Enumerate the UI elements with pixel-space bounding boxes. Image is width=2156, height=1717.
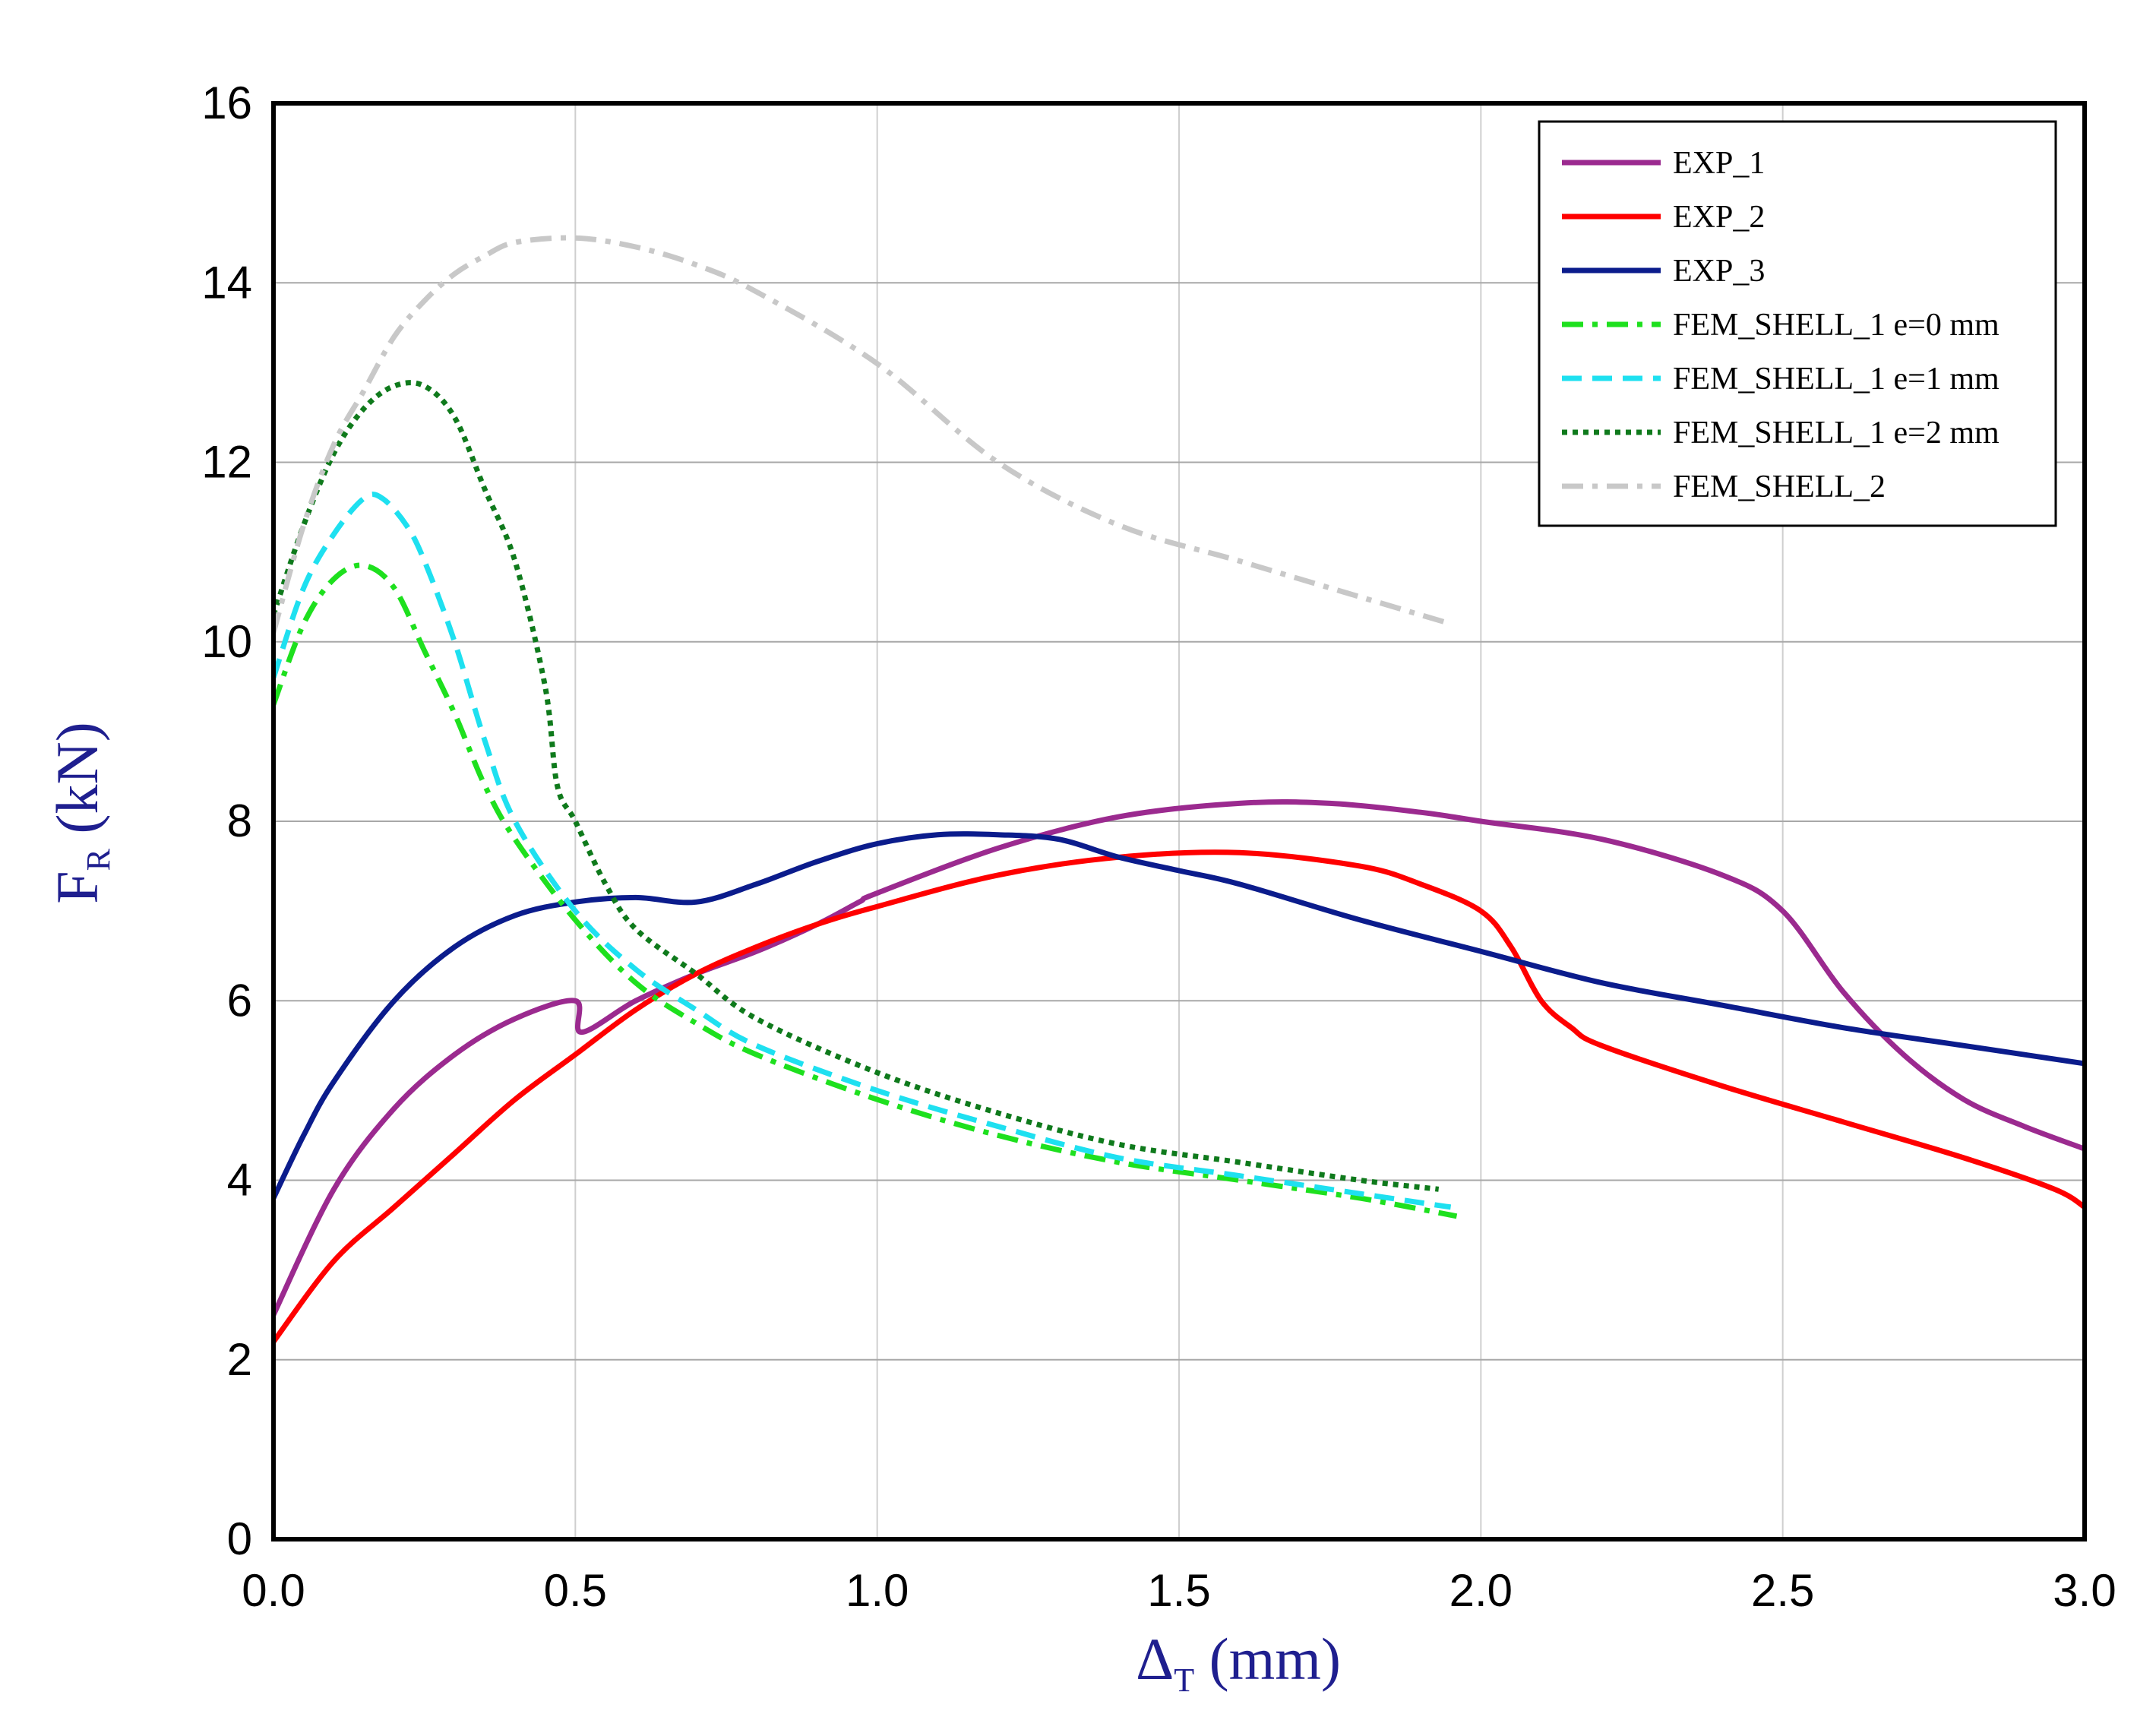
series-line-fem-shell-1-e-1-mm <box>270 492 1452 1210</box>
x-tick-label: 0.0 <box>242 1565 305 1616</box>
y-tick-label: 10 <box>201 616 252 667</box>
series-line-fem-shell-1-e-2-mm <box>270 380 1440 1192</box>
x-tick-label: 1.5 <box>1147 1565 1210 1616</box>
legend-label-fem-shell-1-e-0-mm: FEM_SHELL_1 e=0 mm <box>1673 308 2000 343</box>
series-group <box>270 235 2086 1344</box>
y-tick-label: 14 <box>201 257 252 308</box>
y-tick-label: 6 <box>227 975 252 1026</box>
legend-label-exp-2: EXP_2 <box>1673 200 1765 235</box>
series-line-fem-shell-1-e-0-mm <box>270 562 1458 1219</box>
y-tick-label: 4 <box>227 1155 252 1206</box>
x-tick-label: 0.5 <box>544 1565 607 1616</box>
legend-items: EXP_1 EXP_2 EXP_3 FEM_SHELL_1 e=0 mm FEM_SHE… <box>1562 146 2000 504</box>
legend-label-fem-shell-1-e-2-mm: FEM_SHELL_1 e=2 mm <box>1673 416 2000 451</box>
y-axis-label-sub: R <box>80 848 117 871</box>
x-tick-label: 2.0 <box>1449 1565 1513 1616</box>
legend-label-exp-1: EXP_1 <box>1673 146 1765 181</box>
x-tick-label: 1.0 <box>846 1565 909 1616</box>
series-line-fem-shell-2 <box>270 235 1452 634</box>
legend-label-exp-3: EXP_3 <box>1673 254 1765 289</box>
y-tick-label: 16 <box>201 77 252 128</box>
series-line-exp-3 <box>270 831 2085 1200</box>
x-axis-label: ΔT (mm) <box>1136 1626 1341 1699</box>
y-axis-label-main: F <box>44 871 110 903</box>
x-tick-labels: 0.0 0.5 1.0 1.5 2.0 2.5 3.0 <box>242 1565 2116 1616</box>
legend-label-fem-shell-2: FEM_SHELL_2 <box>1673 470 1886 504</box>
y-tick-label: 0 <box>227 1513 252 1564</box>
y-axis-label-unit: (kN) <box>44 722 110 849</box>
x-tick-label: 2.5 <box>1751 1565 1814 1616</box>
y-tick-label: 8 <box>227 795 252 846</box>
x-axis-label-unit: (mm) <box>1194 1626 1341 1692</box>
y-tick-labels: 0 2 4 6 8 10 12 14 16 <box>201 77 252 1564</box>
legend-label-fem-shell-1-e-1-mm: FEM_SHELL_1 e=1 mm <box>1673 362 2000 397</box>
legend: EXP_1 EXP_2 EXP_3 FEM_SHELL_1 e=0 mm FEM_SHE… <box>1538 120 2057 527</box>
plot-frame <box>271 101 2087 1542</box>
series-line-exp-2 <box>271 849 2086 1344</box>
x-tick-label: 3.0 <box>2053 1565 2116 1616</box>
x-axis-label-sub: T <box>1174 1662 1194 1699</box>
y-tick-label: 2 <box>227 1334 252 1385</box>
y-tick-label: 12 <box>201 437 252 488</box>
y-axis-label: FR (kN) <box>44 722 117 904</box>
x-axis-label-main: Δ <box>1136 1626 1174 1692</box>
